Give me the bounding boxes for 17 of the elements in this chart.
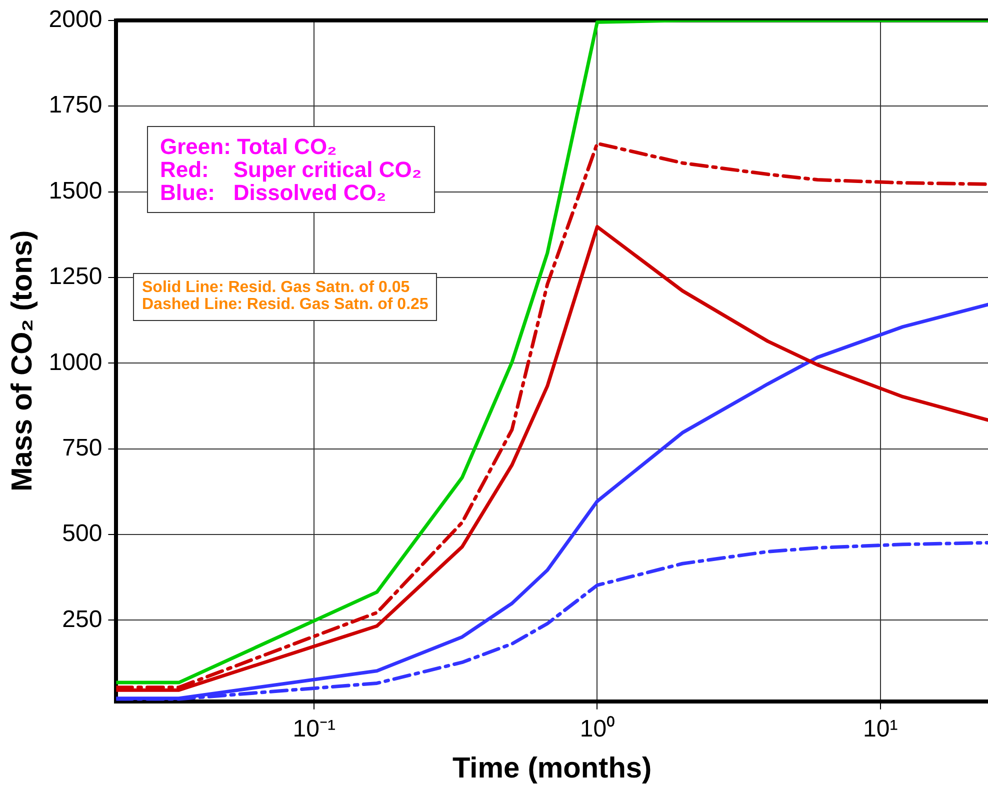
y-tick-label: 1000 (48, 348, 102, 376)
y-axis-title: Mass of CO₂ (tons) (6, 230, 38, 492)
annotation: Dashed Line: Resid. Gas Satn. of 0.25 (142, 296, 428, 314)
y-tick-label: 750 (62, 434, 102, 462)
annotation: Green: Total CO₂ (160, 134, 338, 159)
annotation: Red: Super critical CO₂ (160, 157, 422, 182)
y-tick-label: 1750 (48, 92, 102, 119)
x-axis-title: Time (months) (452, 752, 652, 785)
x-tick-label: 10⁻¹ (292, 715, 336, 742)
y-tick-label: 500 (62, 520, 102, 548)
x-tick-label: 10¹ (863, 715, 898, 742)
y-tick-label: 1250 (48, 263, 102, 290)
y-tick-label: 1500 (48, 177, 102, 204)
annotation: Solid Line: Resid. Gas Satn. of 0.05 (142, 279, 411, 297)
x-tick-label: 10⁰ (580, 715, 615, 742)
y-tick-label: 250 (62, 606, 102, 633)
y-tick-label: 2000 (48, 6, 102, 34)
